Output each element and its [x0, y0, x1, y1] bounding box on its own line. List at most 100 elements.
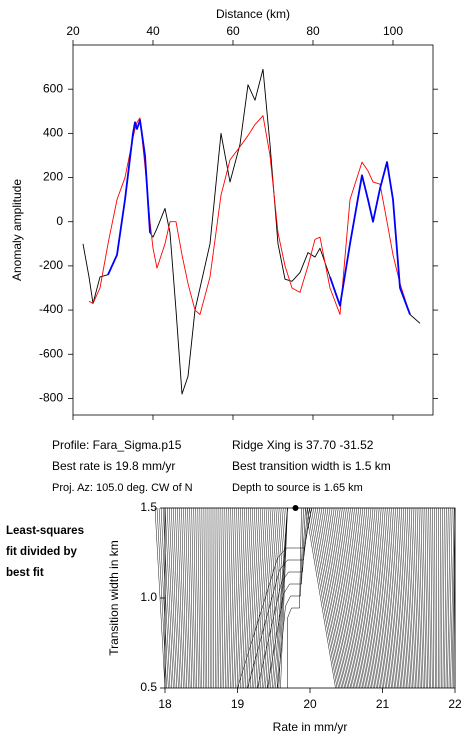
contour-line	[216, 507, 219, 689]
contour-line	[181, 507, 187, 689]
contour-line	[324, 507, 351, 689]
contour-line	[160, 507, 171, 689]
contour-line	[399, 507, 409, 689]
contour-line	[395, 507, 406, 689]
x-axis-label: Rate in mm/yr	[273, 720, 348, 734]
contour-line	[225, 507, 229, 689]
contour-line	[223, 507, 227, 689]
contour-line	[256, 507, 268, 689]
contour-line	[328, 507, 354, 689]
contour-line	[361, 507, 380, 689]
contour-line	[371, 507, 388, 689]
contour-line	[365, 507, 383, 689]
contour-line	[164, 507, 174, 689]
contour-line	[408, 507, 416, 689]
contour-line	[334, 507, 359, 689]
misfit-chart: 18 19 20 21 22 0.5 1.0 1.5 Rate in mm/yr Transiti…	[107, 500, 462, 734]
x-tick-label: 100	[383, 24, 403, 38]
contour-line	[375, 507, 391, 689]
contour-line	[416, 507, 422, 689]
contour-line	[401, 507, 410, 689]
contour-line	[260, 507, 272, 689]
contour-line	[346, 507, 368, 689]
contour-line	[383, 507, 397, 689]
contour-line	[344, 507, 366, 689]
contour-line	[287, 507, 302, 688]
contour-line	[432, 507, 435, 689]
info-text: Best transition width is 1.5 km	[232, 459, 391, 473]
contour-line	[220, 507, 223, 689]
contour-line	[241, 507, 249, 689]
y-tick-label: 1.5	[140, 500, 157, 514]
x-tick-label: 80	[306, 24, 320, 38]
contour-line	[221, 507, 225, 689]
note-text: best fit	[6, 567, 44, 579]
info-text: Ridge Xing is 37.70 -31.52	[232, 438, 374, 452]
profile-info: Profile: Fara_Sigma.p15 Ridge Xing is 37.…	[52, 438, 391, 494]
contour-line	[338, 507, 362, 689]
contour-line	[441, 507, 443, 689]
contour-line	[171, 507, 179, 689]
contour-line	[271, 507, 286, 689]
contour-line	[422, 507, 427, 689]
contour-line	[412, 507, 419, 689]
contour-line	[448, 507, 453, 689]
x-axis-label: Distance (km)	[216, 7, 290, 21]
contour-line	[197, 507, 201, 689]
contour-line	[218, 507, 221, 689]
contour-line	[405, 507, 413, 689]
contour-line	[397, 507, 407, 689]
note-text: fit divided by	[6, 546, 78, 558]
y-tick-label: 0.5	[140, 680, 157, 694]
contour-line	[322, 507, 350, 689]
contour-line	[193, 507, 198, 689]
contour-line	[251, 507, 262, 689]
contour-line	[391, 507, 403, 689]
contour-line	[336, 507, 360, 689]
contour-line	[205, 507, 208, 689]
contour-line	[313, 507, 342, 689]
contour-line	[177, 507, 184, 689]
contour-line	[373, 507, 389, 689]
contour-line	[389, 507, 401, 689]
contour-line	[307, 507, 338, 689]
contour-line	[214, 507, 217, 689]
x-tick-label: 19	[231, 697, 245, 711]
contour-line	[233, 507, 239, 689]
contour-line	[258, 507, 270, 689]
contour-line	[265, 507, 278, 689]
contour-line	[428, 507, 432, 689]
contour-line	[277, 507, 304, 689]
contour-line	[166, 507, 176, 689]
contour-line	[354, 507, 374, 689]
contour-line	[189, 507, 194, 689]
contour-line	[393, 507, 404, 689]
contour-line	[183, 507, 189, 689]
contour-line	[237, 507, 312, 689]
x-tick-label: 18	[158, 697, 172, 711]
contour-line	[199, 507, 203, 689]
contour-line	[410, 507, 418, 689]
contour-line	[162, 507, 172, 689]
contour-line	[257, 507, 308, 689]
contour-line	[236, 507, 243, 689]
contour-line	[253, 507, 264, 689]
contour-line	[276, 507, 288, 689]
x-tick-label: 60	[226, 24, 240, 38]
contour-line	[326, 507, 353, 689]
contour-line	[342, 507, 365, 689]
y-tick-label: -600	[39, 346, 63, 360]
profile-chart: 20 40 60 80 100 -800 -600 -400 -200 0 200 400 600 Dis…	[10, 7, 438, 420]
x-tick-label: 21	[376, 697, 390, 711]
contour-line	[430, 507, 433, 689]
contour-line	[305, 507, 336, 689]
contour-line	[273, 507, 288, 689]
contour-line	[309, 507, 339, 689]
contour-line	[360, 507, 379, 689]
y-tick-label: 200	[43, 170, 63, 184]
contour-line	[442, 507, 445, 689]
contour-line	[203, 507, 206, 689]
contour-line	[179, 507, 186, 689]
side-note: Least-squares fit divided by best fit	[6, 525, 84, 579]
